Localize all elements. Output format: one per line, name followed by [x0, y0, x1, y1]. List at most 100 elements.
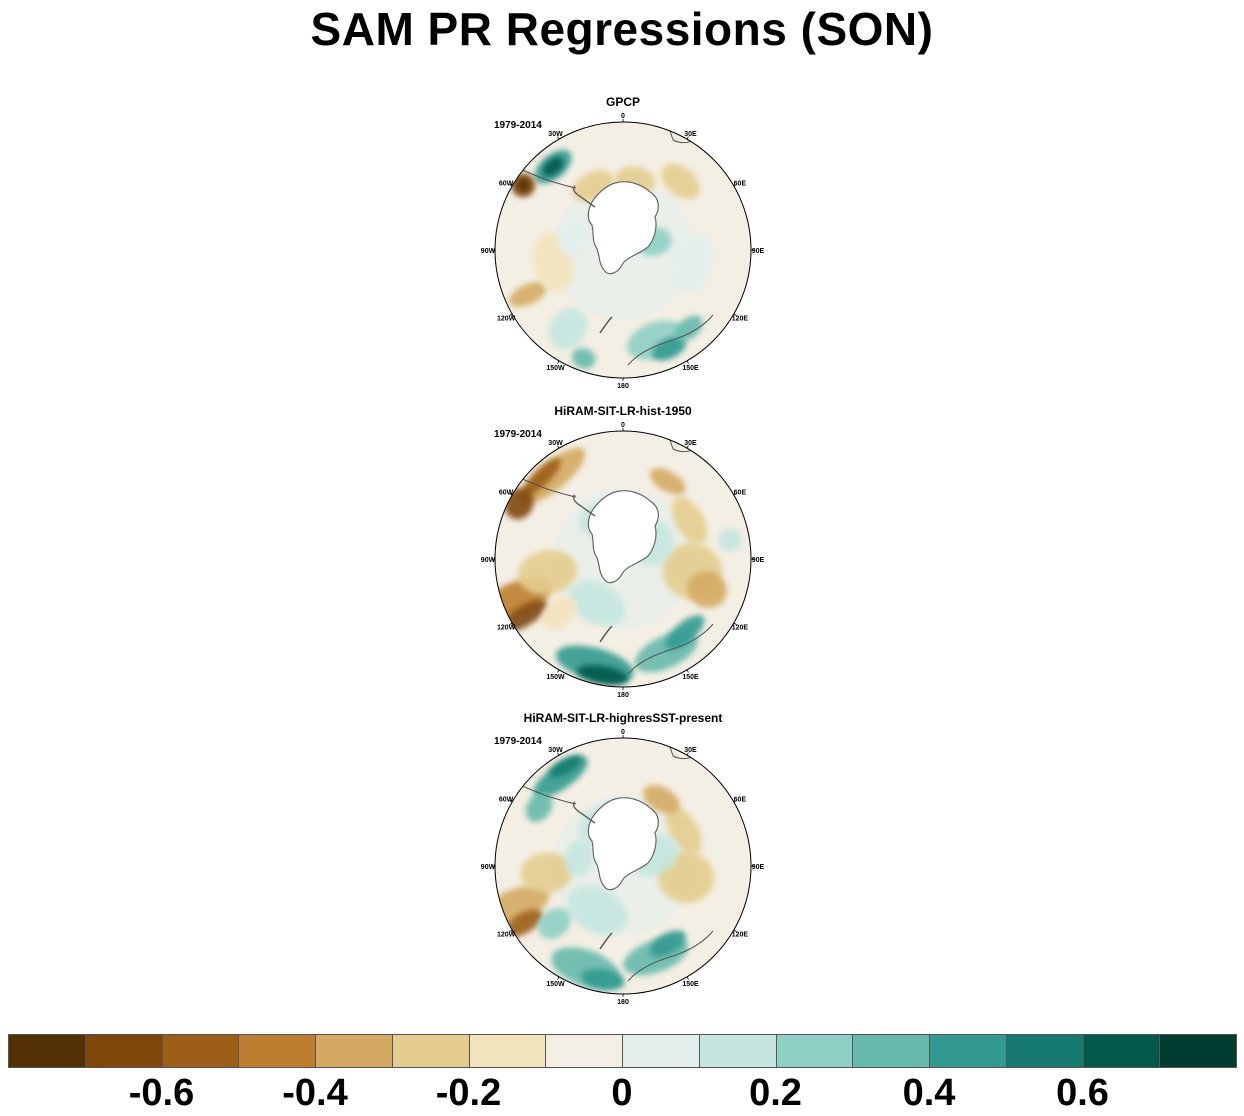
longitude-label: 180 [617, 999, 629, 1006]
anomaly-patch [541, 595, 578, 630]
map-field [495, 738, 751, 994]
longitude-tick [557, 669, 560, 673]
colorbar-box [852, 1034, 930, 1068]
longitude-tick [733, 313, 737, 316]
longitude-label: 120E [732, 625, 749, 632]
longitude-tick [686, 360, 689, 364]
anomaly-patch [517, 179, 530, 192]
longitude-tick [557, 976, 560, 980]
longitude-label: 30E [684, 131, 697, 138]
longitude-tick [686, 136, 689, 140]
colorbar-box [8, 1034, 86, 1068]
anomaly-patch [542, 157, 564, 177]
antarctica-coast [587, 490, 659, 584]
colorbar-box [1159, 1034, 1237, 1068]
anomaly-patch [649, 930, 686, 957]
colorbar-tick-label: 0.2 [749, 1072, 802, 1114]
longitude-label: 90W [481, 248, 496, 255]
anomaly-patch [517, 550, 578, 595]
longitude-tick [686, 669, 689, 673]
anomaly-patch [537, 907, 571, 940]
peninsula-coast [572, 801, 596, 824]
longitude-label: 90E [752, 248, 765, 255]
longitude-label: 30W [548, 747, 563, 754]
longitude-tick [509, 493, 513, 496]
map-panel-gpcp: GPCP 1979-2014 0 30E 60E 90E 120E 150E 180 150W… [468, 95, 778, 395]
longitude-label: 180 [617, 383, 629, 390]
anomaly-patch [503, 909, 543, 938]
longitude-label: 90W [481, 864, 496, 871]
anomaly-patch [576, 665, 629, 685]
longitude-label: 120E [732, 316, 749, 323]
map-panel-highressst-present: HiRAM-SIT-LR-highresSST-present 1979-201… [468, 711, 778, 1011]
longitude-label: 150E [682, 365, 699, 372]
anomaly-patch [564, 840, 594, 877]
longitude-tick [509, 929, 513, 932]
panel-title: GPCP [605, 95, 640, 109]
australia-coast [627, 623, 714, 675]
new-zealand-coast [599, 316, 613, 334]
longitude-label: 90E [752, 557, 765, 564]
colorbar-box [1082, 1034, 1161, 1068]
anomaly-patch [567, 885, 628, 936]
anomaly-patch [558, 216, 589, 257]
anomaly-patch [522, 458, 561, 497]
anomaly-patch [671, 497, 708, 545]
anomaly-patch [569, 580, 626, 627]
longitude-tick [509, 800, 513, 803]
australia-coast [627, 930, 714, 982]
anomaly-patch [643, 785, 680, 814]
anomaly-patch [520, 852, 573, 893]
anomaly-patch [525, 792, 553, 823]
longitude-tick [557, 752, 560, 756]
colorbar-box [698, 1034, 777, 1068]
anomaly-patch [548, 307, 588, 350]
anomaly-patch [718, 528, 743, 553]
period-label: 1979-2014 [494, 736, 542, 747]
longitude-label: 90E [752, 864, 765, 871]
longitude-tick [686, 752, 689, 756]
colorbar-tick-label: -0.6 [128, 1072, 195, 1114]
anomaly-patch [549, 755, 582, 778]
longitude-tick [557, 136, 560, 140]
anomaly-patch [571, 348, 596, 369]
longitude-tick [733, 800, 737, 803]
peninsula-coast [572, 185, 596, 208]
longitude-label: 150E [682, 981, 699, 988]
anomaly-patch [649, 468, 686, 495]
new-zealand-coast [599, 625, 613, 643]
longitude-tick [557, 360, 560, 364]
longitude-label: 60E [734, 797, 747, 804]
anomaly-patch [687, 571, 727, 608]
longitude-label: 0 [621, 729, 625, 736]
longitude-tick [509, 184, 513, 187]
colorbar-box [775, 1034, 854, 1068]
anomaly-patch [674, 315, 703, 342]
panel-title: HiRAM-SIT-LR-highresSST-present [523, 711, 723, 725]
anomaly-patch [581, 968, 625, 990]
longitude-label: 0 [621, 113, 625, 120]
longitude-label: 60W [499, 797, 514, 804]
period-label: 1979-2014 [494, 429, 542, 440]
longitude-tick [733, 622, 737, 625]
longitude-tick [509, 622, 513, 625]
map-field [495, 431, 751, 687]
anomaly-patch [509, 282, 547, 307]
anomaly-patch [665, 615, 705, 650]
longitude-label: 90W [481, 557, 496, 564]
longitude-label: 30E [684, 747, 697, 754]
longitude-tick [733, 493, 737, 496]
colorbar-box [468, 1034, 547, 1068]
colorbar-box [315, 1034, 393, 1068]
new-zealand-coast [599, 932, 613, 950]
panel-title: HiRAM-SIT-LR-hist-1950 [554, 404, 692, 418]
longitude-label: 120W [497, 932, 516, 939]
colorbar-box [161, 1034, 240, 1068]
anomaly-patch [661, 163, 700, 200]
colorbar-box [84, 1034, 163, 1068]
longitude-tick [733, 929, 737, 932]
longitude-label: 180 [617, 692, 629, 699]
anomaly-patch [652, 336, 686, 361]
longitude-tick [557, 445, 560, 449]
colorbar-tick-label: 0.6 [1056, 1072, 1109, 1114]
